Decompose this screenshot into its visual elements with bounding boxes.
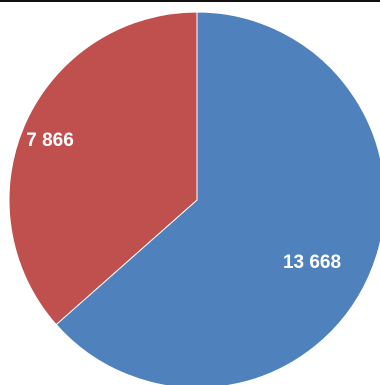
top-border-line [0, 0, 380, 2]
labels-layer: 13 668 7 866 [26, 130, 341, 273]
pie-slice-1 [55, 11, 380, 385]
slice-label-2: 7 866 [26, 130, 74, 151]
slices-layer [8, 11, 380, 385]
slice-label-1: 13 668 [283, 252, 341, 273]
pie-slice-2 [8, 11, 198, 326]
